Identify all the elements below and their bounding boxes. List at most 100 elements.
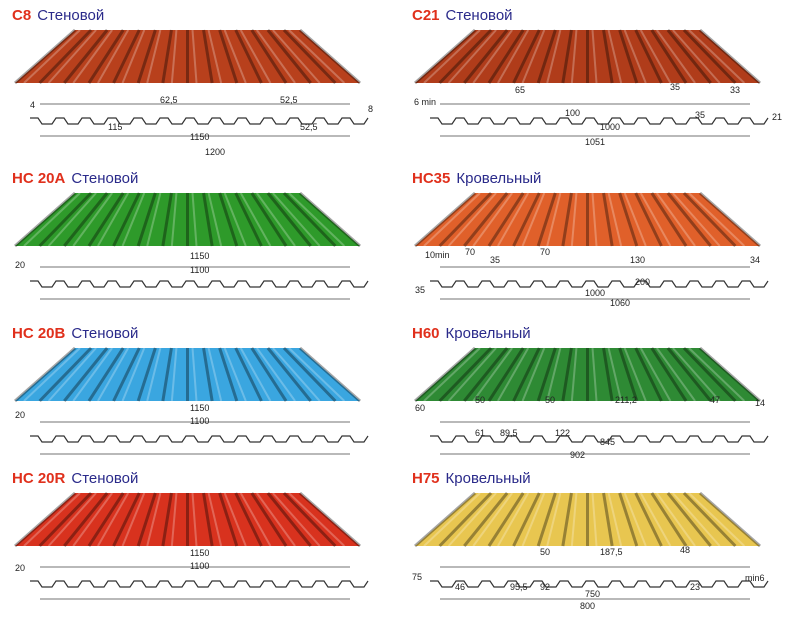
sheet-rib-light bbox=[591, 492, 598, 547]
cross-section bbox=[30, 280, 369, 288]
sheet-rib-light bbox=[623, 29, 647, 84]
dimension-label: 70 bbox=[540, 247, 550, 257]
sheet-rib-light bbox=[639, 29, 672, 84]
sheet-rib bbox=[38, 28, 93, 85]
dimension-label: 20 bbox=[15, 563, 25, 573]
profile-kind: Кровельный bbox=[456, 170, 541, 187]
sheet-rib bbox=[266, 192, 312, 247]
sheet-rib-light bbox=[97, 347, 130, 402]
dimension-label: 902 bbox=[570, 450, 585, 460]
sheet-rib-light bbox=[570, 29, 578, 84]
sheet-rib bbox=[218, 347, 239, 402]
sheet-rib-light bbox=[121, 29, 146, 84]
sheet-rib-light bbox=[591, 29, 598, 84]
sheet-rib bbox=[136, 492, 157, 547]
sheet-rib bbox=[634, 192, 663, 247]
sheet-rib-light bbox=[121, 492, 146, 547]
sheet-rib-light bbox=[570, 347, 578, 402]
profile-panel: НС 20А Стеновой 20 1150 1100 bbox=[12, 170, 370, 300]
sheet-rib bbox=[618, 492, 639, 547]
sheet-rib bbox=[202, 192, 214, 247]
dimension-label: 1150 bbox=[190, 251, 209, 261]
sheet-rib bbox=[463, 347, 509, 402]
sheet-rib-light bbox=[23, 492, 81, 547]
sheet-rib bbox=[602, 29, 614, 84]
dimension-label: 115 bbox=[108, 122, 122, 132]
sheet-rib bbox=[14, 191, 76, 248]
sheet-rib bbox=[650, 29, 688, 84]
sheet bbox=[415, 30, 760, 83]
sheet-rib bbox=[266, 29, 312, 84]
sheet-rib bbox=[487, 492, 525, 547]
sheet-rib-light bbox=[688, 29, 746, 84]
sheet-rib-light bbox=[623, 192, 647, 247]
sheet-rib-light bbox=[521, 29, 546, 84]
profile-code: С8 bbox=[12, 7, 31, 24]
sheet-rib-light bbox=[447, 29, 497, 84]
sheet-rib bbox=[14, 346, 76, 403]
sheet-rib-light bbox=[239, 29, 272, 84]
sheet-rib-light bbox=[170, 29, 178, 84]
sheet-rib-light bbox=[191, 492, 198, 547]
sheet-rib bbox=[266, 347, 312, 402]
dimension-label: 95,5 bbox=[510, 582, 528, 592]
sheet-rib-light bbox=[272, 192, 321, 247]
profile-panel: НС 20R Стеновой 20 1150 1100 bbox=[12, 470, 370, 600]
sheet-rib bbox=[618, 192, 639, 247]
sheet-rib-light bbox=[497, 192, 530, 247]
profile-title: НС 20В Стеновой bbox=[12, 325, 138, 342]
sheet-rib bbox=[666, 347, 712, 402]
sheet-rib-light bbox=[97, 492, 130, 547]
sheet-rib bbox=[536, 347, 557, 402]
dimension-label: 1100 bbox=[190, 561, 209, 571]
sheet-rib-light bbox=[255, 29, 296, 84]
profile-code: НС 20R bbox=[12, 470, 66, 487]
sheet-rib-light bbox=[304, 347, 370, 402]
dimension-label: 50 bbox=[475, 395, 485, 405]
sheet-rib-light bbox=[72, 29, 113, 84]
sheet-rib-light bbox=[272, 492, 321, 547]
dimension-label: 1000 bbox=[585, 288, 605, 298]
profile-code: НС 20А bbox=[12, 170, 66, 187]
sheet-rib-light bbox=[255, 492, 296, 547]
sheet-rib bbox=[202, 29, 214, 84]
sheet-rib bbox=[250, 29, 288, 84]
sheet-rib-light bbox=[97, 29, 130, 84]
profile-panel: НС35 Кровельный 70 70 10min 35 130 34 1000 200 35 1… bbox=[412, 170, 770, 308]
sheet-rib bbox=[112, 492, 141, 547]
sheet-rib-light bbox=[472, 347, 513, 402]
sheet-rib-light bbox=[207, 492, 223, 547]
sheet bbox=[15, 30, 360, 83]
sheet-rib bbox=[618, 29, 639, 84]
sheet-rib-light bbox=[72, 492, 113, 547]
sheet-rib-light bbox=[546, 192, 562, 247]
sheet-rib bbox=[202, 347, 214, 402]
sheet-rib-light bbox=[170, 192, 178, 247]
sheet-rib-light bbox=[704, 492, 770, 547]
dimension-label: 100 bbox=[565, 108, 580, 118]
dimension-label: 34 bbox=[750, 255, 760, 265]
sheet-rib bbox=[536, 192, 557, 247]
sheet bbox=[15, 193, 360, 246]
sheet-rib-light bbox=[472, 29, 513, 84]
dimension-label: 65 bbox=[515, 85, 525, 95]
dimension-label: 211,2 bbox=[615, 395, 637, 405]
dimension-label: 23 bbox=[690, 582, 700, 592]
dimension-label: 750 bbox=[585, 589, 600, 599]
sheet-rib bbox=[438, 491, 493, 548]
sheet-rib bbox=[38, 491, 93, 548]
sheet-rib-light bbox=[207, 29, 223, 84]
sheet-rib-light bbox=[672, 492, 721, 547]
sheet-rib-light bbox=[591, 192, 598, 247]
sheet-rib-light bbox=[272, 347, 321, 402]
dimension-label: 61 bbox=[475, 428, 485, 438]
sheet-rib bbox=[512, 192, 541, 247]
profile-title: Н60 Кровельный bbox=[412, 325, 531, 342]
sheet bbox=[15, 493, 360, 546]
dimension-label: 8 bbox=[368, 104, 373, 114]
sheet-rib-light bbox=[23, 347, 81, 402]
sheet-rib bbox=[136, 192, 157, 247]
sheet-rib-light bbox=[546, 347, 562, 402]
dimension-label: 60 bbox=[415, 403, 425, 413]
